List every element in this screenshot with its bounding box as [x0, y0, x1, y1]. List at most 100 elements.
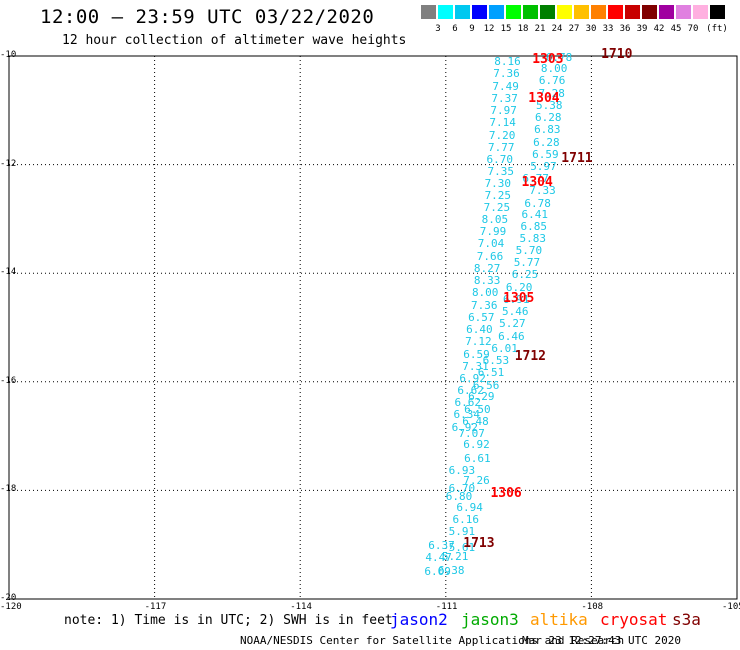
wave-height-reading: 6.20	[505, 280, 533, 294]
legend-swatch	[455, 5, 470, 19]
legend-label: 18	[517, 24, 529, 34]
wave-height-reading: 8.05	[481, 212, 509, 226]
wave-height-reading: 6.56	[472, 378, 500, 392]
wave-height-reading: 6.28	[535, 110, 562, 124]
wave-height-reading: 6.09	[424, 564, 451, 578]
legend-swatch	[608, 5, 623, 19]
wave-height-reading: 6.92	[463, 438, 490, 452]
legend-swatch	[438, 5, 453, 19]
pass-time-label: 1303	[532, 52, 564, 68]
legend-label: 24	[551, 24, 563, 34]
pass-time-label: 1712	[514, 348, 547, 364]
wave-height-reading: 6.78	[545, 51, 573, 65]
wave-height-reading: 6.94	[456, 500, 483, 514]
generated-timestamp: Mar 23 12:27:43 UTC 2020	[522, 634, 681, 647]
wave-height-reading: 7.26	[463, 473, 490, 487]
wave-height-reading: 5.27	[499, 317, 526, 331]
wave-height-reading: 7.37	[491, 91, 518, 105]
wave-height-reading: 6.91	[503, 292, 530, 306]
legend-swatch	[574, 5, 589, 19]
wave-height-reading: 6.85	[520, 219, 547, 233]
wave-height-reading: 6.46	[498, 329, 525, 343]
wave-height-reading: 6.59	[463, 347, 490, 361]
lat-tick-label: -14	[0, 267, 17, 278]
legend-swatch	[489, 5, 504, 19]
wave-height-reading: 6.41	[521, 208, 548, 221]
wave-height-reading: 5.97	[530, 159, 557, 173]
wave-height-reading: 6.01	[491, 341, 518, 355]
lat-tick-label: -10	[0, 50, 17, 60]
pass-time-label: 1306	[490, 486, 522, 502]
credit-line: NOAA/NESDIS Center for Satellite Applica…	[240, 634, 625, 647]
wave-height-reading: 6.50	[464, 402, 491, 416]
wave-height-reading: 5.91	[448, 525, 476, 539]
wave-height-reading: 8.27	[473, 261, 501, 275]
wave-height-reading: 7.30	[484, 177, 512, 191]
wave-height-reading: 7.28	[538, 86, 565, 100]
lat-tick-label: -16	[0, 375, 17, 386]
wave-height-reading: 7.25	[484, 189, 512, 202]
legend-label: 15	[500, 24, 512, 34]
legend-swatch	[642, 5, 657, 19]
wave-height-reading: 4.47	[425, 550, 452, 564]
wave-height-reading: 6.93	[448, 463, 476, 477]
lon-tick-label: -105	[722, 602, 740, 612]
wave-height-reading: 6.48	[462, 414, 489, 428]
wave-height-reading: 6.70	[448, 481, 476, 495]
legend-swatch	[710, 5, 725, 19]
satellite-key-cryosat: cryosat	[600, 610, 668, 629]
legend-swatch	[506, 5, 521, 19]
wave-height-reading: 6.92	[451, 420, 479, 434]
wave-height-reading: 8.00	[540, 61, 568, 75]
pass-time-label: 1711	[561, 151, 593, 167]
wave-height-reading: 6.83	[534, 123, 561, 137]
units-note: note: 1) Time is in UTC; 2) SWH is in fe…	[64, 613, 393, 628]
wave-height-reading: 5.77	[513, 256, 541, 270]
wave-height-reading: 6.77	[522, 172, 549, 186]
wave-height-reading: 7.36	[493, 67, 520, 81]
legend-label: 21	[534, 24, 546, 34]
legend-label: 3	[435, 24, 441, 34]
lon-tick-label: -111	[435, 602, 458, 612]
wave-height-reading: 6.61	[464, 451, 491, 465]
wave-height-reading: 7.33	[529, 184, 556, 198]
legend-label: 39	[636, 24, 648, 34]
wave-height-reading: 6.53	[482, 354, 510, 368]
wave-height-reading: 7.07	[458, 427, 485, 441]
legend-label: 70	[687, 24, 699, 34]
legend-swatch	[625, 5, 640, 19]
legend-swatch	[557, 5, 572, 19]
wave-height-reading: 5.83	[519, 231, 547, 245]
wave-height-reading: 7.77	[487, 141, 515, 155]
wave-height-reading: 5.38	[536, 98, 563, 112]
wave-height-reading: 8.16	[494, 55, 521, 69]
legend-swatch	[472, 5, 487, 19]
lon-tick-label: -117	[144, 602, 167, 612]
lon-tick-label: -120	[0, 602, 22, 612]
wave-height-reading: 6.70	[486, 153, 514, 167]
wave-height-reading: 6.62	[457, 383, 484, 397]
legend-unit: (ft)	[706, 24, 728, 34]
wave-height-reading: 7.36	[470, 298, 498, 312]
wave-height-reading: 7.14	[489, 116, 516, 130]
lat-tick-label: -12	[0, 158, 17, 169]
legend-label: 45	[670, 24, 682, 34]
wave-height-reading: 6.76	[538, 74, 566, 88]
legend-label: 42	[653, 24, 665, 34]
wave-height-reading: 5.70	[515, 244, 543, 258]
wave-height-reading: 7.04	[477, 237, 505, 251]
wave-height-reading: 8.00	[471, 286, 499, 300]
wave-height-reading: 6.34	[453, 408, 481, 422]
legend-label: 36	[619, 24, 631, 34]
legend-swatch	[591, 5, 606, 19]
wave-height-reading: 7.66	[476, 249, 504, 263]
legend-swatch	[421, 5, 436, 19]
satellite-key-altika: altika	[530, 610, 588, 629]
wave-height-reading: 6.25	[511, 268, 539, 282]
wave-height-reading: 5.21	[441, 549, 469, 563]
pass-time-label: 1710	[601, 47, 633, 63]
satellite-key-jason3: jason3	[461, 610, 519, 629]
wave-height-reading: 6.37	[428, 538, 455, 552]
